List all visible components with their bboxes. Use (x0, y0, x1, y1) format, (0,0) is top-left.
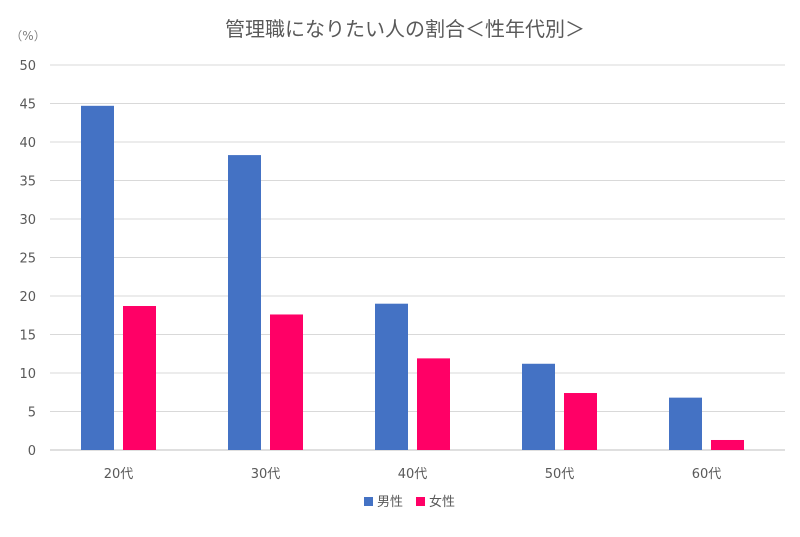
x-tick-label: 60代 (692, 467, 722, 482)
y-axis-ticks: 0 5 10 15 20 25 30 35 40 45 50 (19, 59, 36, 459)
y-tick-label: 10 (19, 367, 36, 382)
bar-female-0 (123, 306, 156, 450)
y-tick-label: 15 (19, 329, 36, 344)
legend: 男性 女性 (364, 494, 455, 510)
x-tick-label: 50代 (545, 467, 575, 482)
gridlines (50, 64, 785, 451)
legend-label: 女性 (429, 494, 455, 510)
chart-title: 管理職になりたい人の割合＜性年代別＞ (225, 17, 585, 41)
y-tick-label: 30 (19, 213, 36, 228)
bar-female-3 (564, 393, 597, 450)
bar-female-2 (417, 358, 450, 450)
y-tick-label: 40 (19, 136, 36, 151)
y-tick-label: 20 (19, 290, 36, 305)
x-tick-label: 30代 (251, 467, 281, 482)
bar-male-4 (669, 397, 702, 450)
x-tick-label: 40代 (398, 467, 428, 482)
y-tick-label: 50 (19, 59, 36, 74)
bars (81, 105, 744, 450)
bar-male-3 (522, 363, 555, 450)
bar-male-2 (375, 303, 408, 450)
bar-male-0 (81, 105, 114, 450)
bar-female-4 (711, 439, 744, 450)
y-tick-label: 45 (19, 98, 36, 113)
legend-swatch (416, 497, 425, 506)
y-tick-label: 5 (28, 406, 36, 421)
bar-male-1 (228, 155, 261, 450)
y-tick-label: 0 (28, 444, 36, 459)
y-tick-label: 35 (19, 175, 36, 190)
x-tick-label: 20代 (104, 467, 134, 482)
y-axis-unit-label: （%） (10, 29, 45, 43)
legend-swatch (364, 497, 373, 506)
x-axis-ticks: 20代 30代 40代 50代 60代 (104, 467, 722, 482)
legend-label: 男性 (377, 495, 403, 510)
y-tick-label: 25 (19, 252, 36, 267)
bar-female-1 (270, 314, 303, 450)
